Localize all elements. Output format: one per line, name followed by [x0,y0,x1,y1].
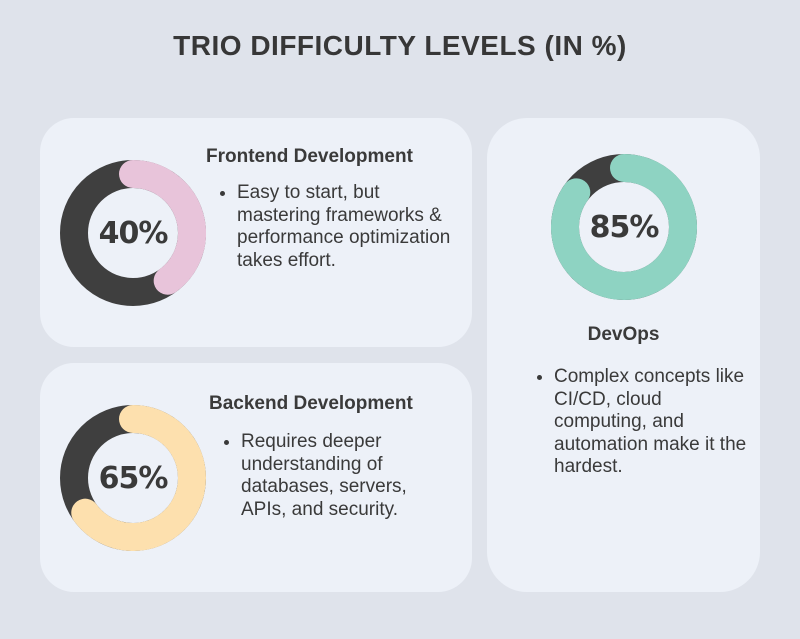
devops-donut: 85% [551,154,697,300]
frontend-donut-arc [119,160,206,295]
devops-description-list: Complex concepts like CI/CD, cloud compu… [534,366,754,479]
frontend-percent-label: 40% [98,215,169,251]
frontend-description: Easy to start, but mastering frameworks … [237,182,452,272]
frontend-card: 40% Frontend Development Easy to start, … [40,118,472,347]
page-title: TRIO DIFFICULTY LEVELS (IN %) [173,30,627,61]
devops-card: 85% DevOps Complex concepts like CI/CD, … [487,118,760,592]
frontend-donut: 40% [60,160,206,306]
backend-description: Requires deeper understanding of databas… [241,431,456,521]
backend-card: 65% Backend Development Requires deeper … [40,363,472,592]
backend-heading: Backend Development [209,393,413,414]
devops-description: Complex concepts like CI/CD, cloud compu… [554,366,754,479]
frontend-description-list: Easy to start, but mastering frameworks … [217,182,452,272]
backend-donut: 65% [60,405,206,551]
devops-donut-arc [551,154,697,300]
backend-percent-label: 65% [98,460,169,496]
backend-description-list: Requires deeper understanding of databas… [221,431,456,521]
devops-heading: DevOps [587,324,660,345]
devops-percent-label: 85% [589,209,660,245]
frontend-heading: Frontend Development [206,146,413,167]
backend-donut-arc [71,405,206,551]
